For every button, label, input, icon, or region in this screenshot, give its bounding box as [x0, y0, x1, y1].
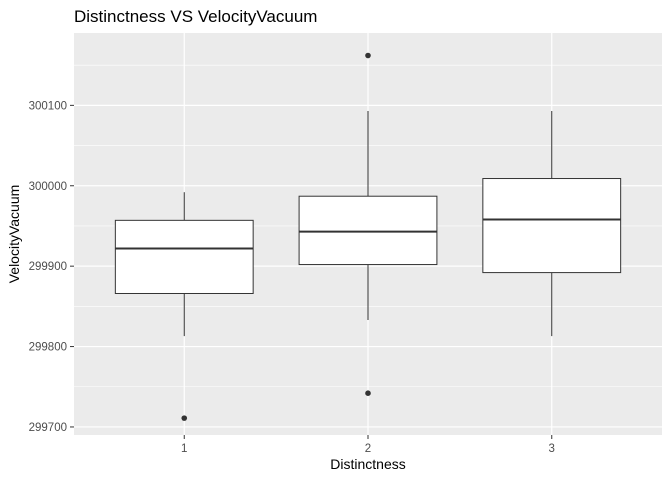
outlier-point: [365, 52, 371, 59]
y-tick-label: 299700: [29, 422, 67, 434]
box-group-1: [114, 192, 254, 421]
y-tick-label: 300000: [29, 181, 67, 193]
box-iqr: [482, 178, 622, 274]
y-axis: 299700 299800 299900 300000 300100: [29, 100, 74, 434]
x-tick-label: 1: [181, 443, 187, 455]
y-tick-label: 299900: [29, 261, 67, 273]
outlier-point: [365, 390, 371, 396]
y-tick-label: 299800: [29, 342, 67, 354]
box-series: [114, 52, 622, 421]
y-tick-label: 300100: [29, 100, 67, 112]
outlier-point: [181, 415, 188, 421]
box-group-3: [482, 110, 622, 337]
x-axis-title: Distinctness: [330, 456, 405, 472]
x-tick-label: 2: [365, 443, 371, 455]
y-axis-title: VelocityVacuum: [6, 185, 22, 284]
box-group-2: [298, 52, 438, 396]
chart-title: Distinctness VS VelocityVacuum: [74, 7, 317, 26]
x-tick-label: 3: [549, 443, 555, 455]
box-iqr: [298, 195, 438, 266]
box-iqr: [114, 219, 254, 294]
x-axis: 1 2 3: [181, 435, 555, 455]
